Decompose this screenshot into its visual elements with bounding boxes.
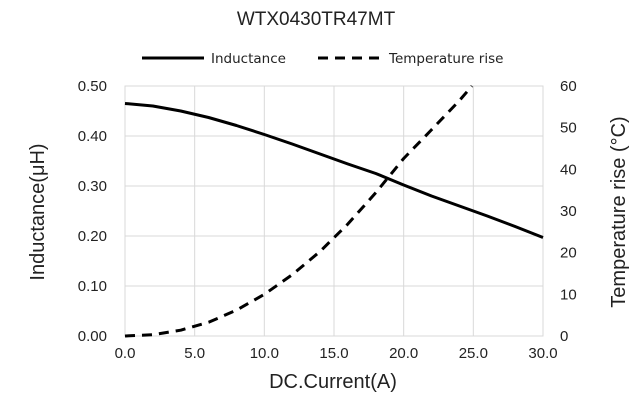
y-axis-label: Inductance(μH) xyxy=(27,143,49,280)
series-lines xyxy=(124,85,544,338)
y-tick-label: 0.10 xyxy=(78,278,107,295)
x-tick-label: 5.0 xyxy=(184,345,205,362)
y2-axis-label: Temperature rise (°C) xyxy=(608,116,630,307)
plot-frame xyxy=(124,85,544,337)
series-line-inductance xyxy=(124,102,544,239)
y2-tick-label: 60 xyxy=(560,78,577,95)
y-tick-label: 0.20 xyxy=(78,228,107,245)
y-tick-labels: 0.00 0.10 0.20 0.30 0.40 0.50 xyxy=(78,78,107,345)
y-tick-label: 0.30 xyxy=(78,178,107,195)
y2-tick-label: 20 xyxy=(560,245,577,262)
x-tick-label: 0.0 xyxy=(115,345,136,362)
y2-tick-label: 30 xyxy=(560,203,577,220)
x-tick-label: 20.0 xyxy=(389,345,418,362)
x-tick-label: 15.0 xyxy=(319,345,348,362)
x-tick-label: 25.0 xyxy=(459,345,488,362)
plot-area-border xyxy=(124,85,544,337)
legend-label-inductance: Inductance xyxy=(211,51,286,67)
y2-tick-label: 40 xyxy=(560,161,577,178)
x-tick-label: 30.0 xyxy=(528,345,557,362)
legend-label-temperature-rise: Temperature rise xyxy=(388,51,503,67)
y-tick-label: 0.40 xyxy=(78,128,107,145)
y-tick-label: 0.00 xyxy=(78,328,107,345)
y2-tick-label: 0 xyxy=(560,328,568,345)
x-axis-label: DC.Current(A) xyxy=(269,371,397,393)
gridlines xyxy=(125,86,543,336)
x-tick-label: 10.0 xyxy=(250,345,279,362)
chart-title: WTX0430TR47MT xyxy=(237,9,396,30)
y2-tick-labels: 0 10 20 30 40 50 60 xyxy=(560,78,577,345)
y2-tick-label: 10 xyxy=(560,286,577,303)
y-tick-label: 0.50 xyxy=(78,78,107,95)
x-tick-labels: 0.0 5.0 10.0 15.0 20.0 25.0 30.0 xyxy=(115,345,558,362)
y2-tick-label: 50 xyxy=(560,120,577,137)
legend: Inductance Temperature rise xyxy=(142,51,503,67)
series-line-temperature-rise xyxy=(124,85,474,338)
